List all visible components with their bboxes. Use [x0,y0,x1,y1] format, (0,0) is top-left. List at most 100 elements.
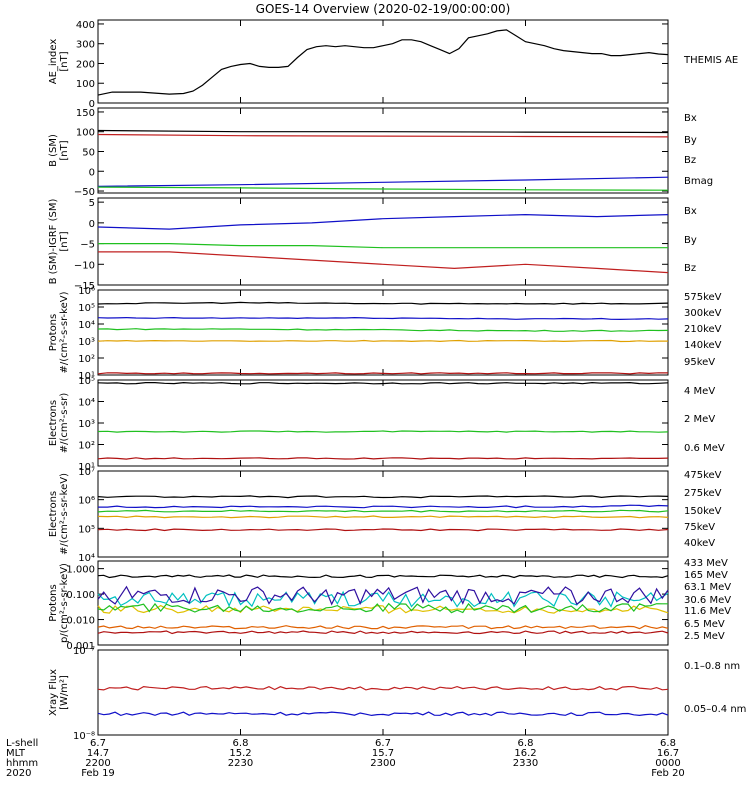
y-tick-label: 10⁵ [78,524,95,535]
time-tick-label: 14.7 [87,748,109,759]
legend-label: 275keV [684,488,722,499]
y-tick-label: 5 [89,198,95,209]
legend-label: 4 MeV [684,386,715,397]
y-tick-label: 200 [76,59,95,70]
legend-label: 165 MeV [684,570,728,581]
series-line [97,602,668,614]
y-axis-label: Protonsp/(cm²-s-sr-keV) [48,563,70,643]
series-line [97,711,669,717]
legend-label: By [684,135,697,146]
panel-xray: 10⁻⁸ 10⁻⁷ Xray Flux[W/m²] 0.1–0.8 nm 0.05–0.… [48,646,746,742]
y-axis-label: Protons#/(cm²-s-sr-keV) [48,291,70,373]
series-line [97,630,669,635]
legend-label: 6.5 MeV [684,619,725,630]
legend-label: 0.05–0.4 nm [684,704,746,715]
series-line [97,133,669,138]
series-line [97,430,669,433]
legend-label: 0.6 MeV [684,443,725,454]
y-tick-label: 300 [76,40,95,51]
time-tick-label: Feb 19 [81,768,115,779]
y-tick-label: 10⁵ [78,303,95,314]
series-line [97,625,669,630]
y-axis-label: Electrons#/(cm²-s-sr-keV) [48,473,70,555]
panel-b_sm: −50 0 50 100 150 B (SM)[nT] Bx By Bz Bmag [48,107,713,198]
legend-label: 575keV [684,292,722,303]
time-tick-label: 6.7 [90,738,106,749]
y-axis-label: AE_index[nT] [48,39,70,85]
y-tick-label: 0 [89,167,95,178]
y-tick-label: 10² [78,441,95,452]
series-line [97,29,669,96]
legend-label: 433 MeV [684,558,728,569]
time-tick-label: 0000 [655,758,680,769]
series-line [97,574,669,579]
y-tick-label: 10¹ [78,371,95,382]
panel-frame [97,470,669,558]
legend-label: Bz [684,155,696,166]
series-line [97,176,669,187]
series-line [97,528,669,532]
legend-label: 150keV [684,506,722,517]
time-tick-label: 2300 [370,758,395,769]
panel-frame [97,19,669,104]
y-tick-label: 10⁶ [78,286,95,297]
y-tick-label: 0.010 [66,616,95,627]
y-tick-label: 0.001 [66,641,95,652]
legend-label: Bx [684,113,697,124]
legend-label: 11.6 MeV [684,606,731,617]
legend-label: Bmag [684,176,713,187]
y-tick-label: 10⁴ [78,398,95,409]
panel-frame [97,107,669,194]
series-line [97,372,669,375]
legend-label: Bz [684,263,696,274]
legend-label: By [684,235,697,246]
series-line [97,339,668,343]
y-tick-label: 10⁻⁸ [73,731,95,742]
y-axis-label: B (SM)-IGRF (SM)[nT] [48,199,70,285]
time-tick-label: 6.8 [233,738,249,749]
y-tick-label: 400 [76,20,95,31]
y-tick-label: 10⁻⁷ [73,646,95,657]
y-tick-label: 10³ [78,419,95,430]
y-tick-label: −50 [74,187,95,198]
y-tick-label: 10³ [78,337,95,348]
series-line [97,316,669,321]
legend-label: 75keV [684,522,715,533]
series-line [98,243,668,249]
y-axis-label: Electrons#/(cm²-s-sr) [48,393,70,454]
series-line [97,685,669,691]
time-tick-label: 15.2 [229,748,251,759]
series-line [97,590,669,608]
y-tick-label: 10⁴ [78,553,95,564]
panel-protons: 10¹ 10² 10³ 10⁴ 10⁵ 10⁶ Protons#/(cm²-s-sr-keV… [48,286,722,382]
y-axis-label: Xray Flux[W/m²] [48,669,70,716]
y-tick-label: 0 [89,219,95,230]
panel-protons_mev: 0.001 0.010 0.100 1.000Protonsp/(cm²-s-sr-k… [48,558,731,652]
legend-label: 210keV [684,324,722,335]
series-line [98,504,669,509]
panel-frame [97,649,669,736]
y-tick-label: −15 [74,281,95,292]
legend-label: 300keV [684,308,722,319]
y-tick-label: 50 [82,147,95,158]
legend-label: 2.5 MeV [684,631,725,642]
panel-b_igrf: −15 −10 −5 0 5 B (SM)-IGRF (SM)[nT] Bx By Bz [48,197,697,292]
series-line [97,515,669,519]
series-line [97,509,669,513]
y-tick-label: 10⁴ [78,320,95,331]
y-tick-label: 10² [78,354,95,365]
time-tick-label: Feb 20 [651,768,685,779]
legend-label: 95keV [684,357,715,368]
y-tick-label: 150 [76,108,95,119]
series-line [97,328,669,332]
panel-frame [97,379,669,467]
series-line [97,495,669,499]
series-line [97,186,669,191]
panel-electrons_mev: 10¹ 10² 10³ 10⁴ 10⁵ Electrons#/(cm²-s-sr) 4 Me… [48,376,725,473]
y-tick-label: 10⁷ [78,467,95,478]
y-tick-label: 0.100 [66,590,95,601]
series-line [97,129,669,134]
y-tick-label: 10⁵ [78,376,95,387]
